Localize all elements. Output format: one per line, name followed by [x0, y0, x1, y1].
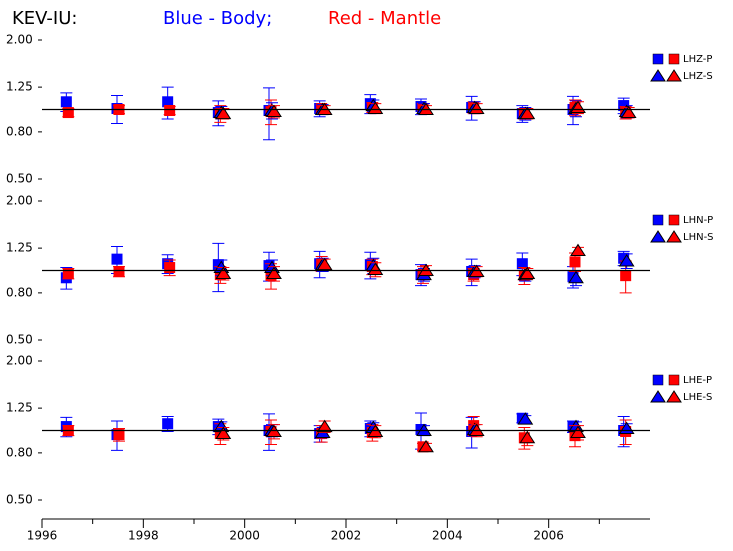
legend-marker — [666, 69, 682, 82]
title-mantle: Red - Mantle — [328, 8, 441, 29]
marker-square — [113, 429, 125, 441]
marker-triangle — [316, 257, 333, 271]
panel — [60, 86, 637, 141]
marker-square — [164, 105, 176, 117]
x-tick-label: 1998 — [128, 529, 159, 543]
y-tick-label: 1.25 — [6, 241, 33, 255]
marker-triangle — [468, 101, 485, 115]
x-tick-label: 2000 — [229, 529, 260, 543]
marker-square — [164, 262, 176, 274]
title-station: KEV-IU: — [12, 8, 77, 29]
legend-marker — [668, 214, 680, 226]
marker-triangle — [215, 266, 232, 280]
marker-square — [620, 270, 632, 282]
y-tick-label: 1.25 — [6, 80, 33, 94]
marker-triangle — [570, 425, 586, 439]
panel — [60, 412, 635, 453]
marker-triangle — [215, 106, 232, 120]
marker-triangle — [570, 243, 586, 257]
legend-marker — [652, 214, 664, 226]
legend-label: LHN-P — [683, 215, 713, 226]
marker-triangle — [519, 266, 536, 280]
marker-triangle — [418, 439, 434, 453]
marker-square — [62, 107, 74, 119]
legend-marker — [668, 374, 680, 386]
marker-triangle — [568, 270, 584, 284]
x-tick-label: 1996 — [27, 529, 58, 543]
marker-triangle — [367, 101, 384, 115]
y-tick-label: 0.80 — [6, 445, 33, 459]
legend-label: LHE-S — [683, 392, 712, 403]
y-tick-label: 2.00 — [6, 354, 33, 368]
marker-square — [60, 96, 72, 108]
marker-triangle — [266, 104, 282, 118]
legend-marker — [650, 230, 666, 243]
legend-label: LHN-S — [683, 232, 714, 243]
panel — [60, 242, 635, 294]
legend-marker — [650, 390, 666, 403]
y-tick-label: 0.80 — [6, 124, 33, 138]
y-tick-label: 1.25 — [6, 401, 33, 415]
marker-triangle — [517, 412, 534, 425]
legend-marker — [650, 69, 666, 82]
marker-triangle — [519, 106, 536, 120]
legend-marker — [652, 374, 664, 386]
y-tick-label: 0.50 — [6, 333, 33, 347]
legend-label: LHZ-S — [683, 71, 713, 82]
marker-square — [111, 253, 123, 265]
y-tick-label: 0.80 — [6, 285, 33, 299]
marker-triangle — [215, 426, 232, 440]
y-tick-label: 2.00 — [6, 194, 33, 208]
marker-square — [162, 418, 174, 430]
marker-square — [569, 256, 581, 268]
marker-triangle — [367, 262, 384, 276]
marker-square — [62, 268, 74, 280]
legend-marker — [668, 53, 680, 65]
marker-triangle — [519, 430, 536, 444]
marker-triangle — [618, 254, 635, 267]
y-tick-label: 2.00 — [6, 33, 33, 47]
legend-marker — [666, 230, 682, 243]
marker-triangle — [620, 105, 637, 119]
legend-marker — [652, 53, 664, 65]
x-tick-label: 2006 — [533, 529, 564, 543]
title-body: Blue - Body; — [163, 8, 272, 29]
x-tick-label: 2002 — [331, 529, 362, 543]
marker-triangle — [266, 266, 282, 280]
legend-marker — [666, 390, 682, 403]
legend-label: LHZ-P — [683, 54, 712, 65]
marker-square — [113, 266, 125, 278]
x-tick-label: 2004 — [432, 529, 463, 543]
legend-label: LHE-P — [683, 375, 712, 386]
y-tick-label: 0.50 — [6, 172, 33, 186]
y-tick-label: 0.50 — [6, 493, 33, 507]
marker-triangle — [316, 419, 333, 433]
